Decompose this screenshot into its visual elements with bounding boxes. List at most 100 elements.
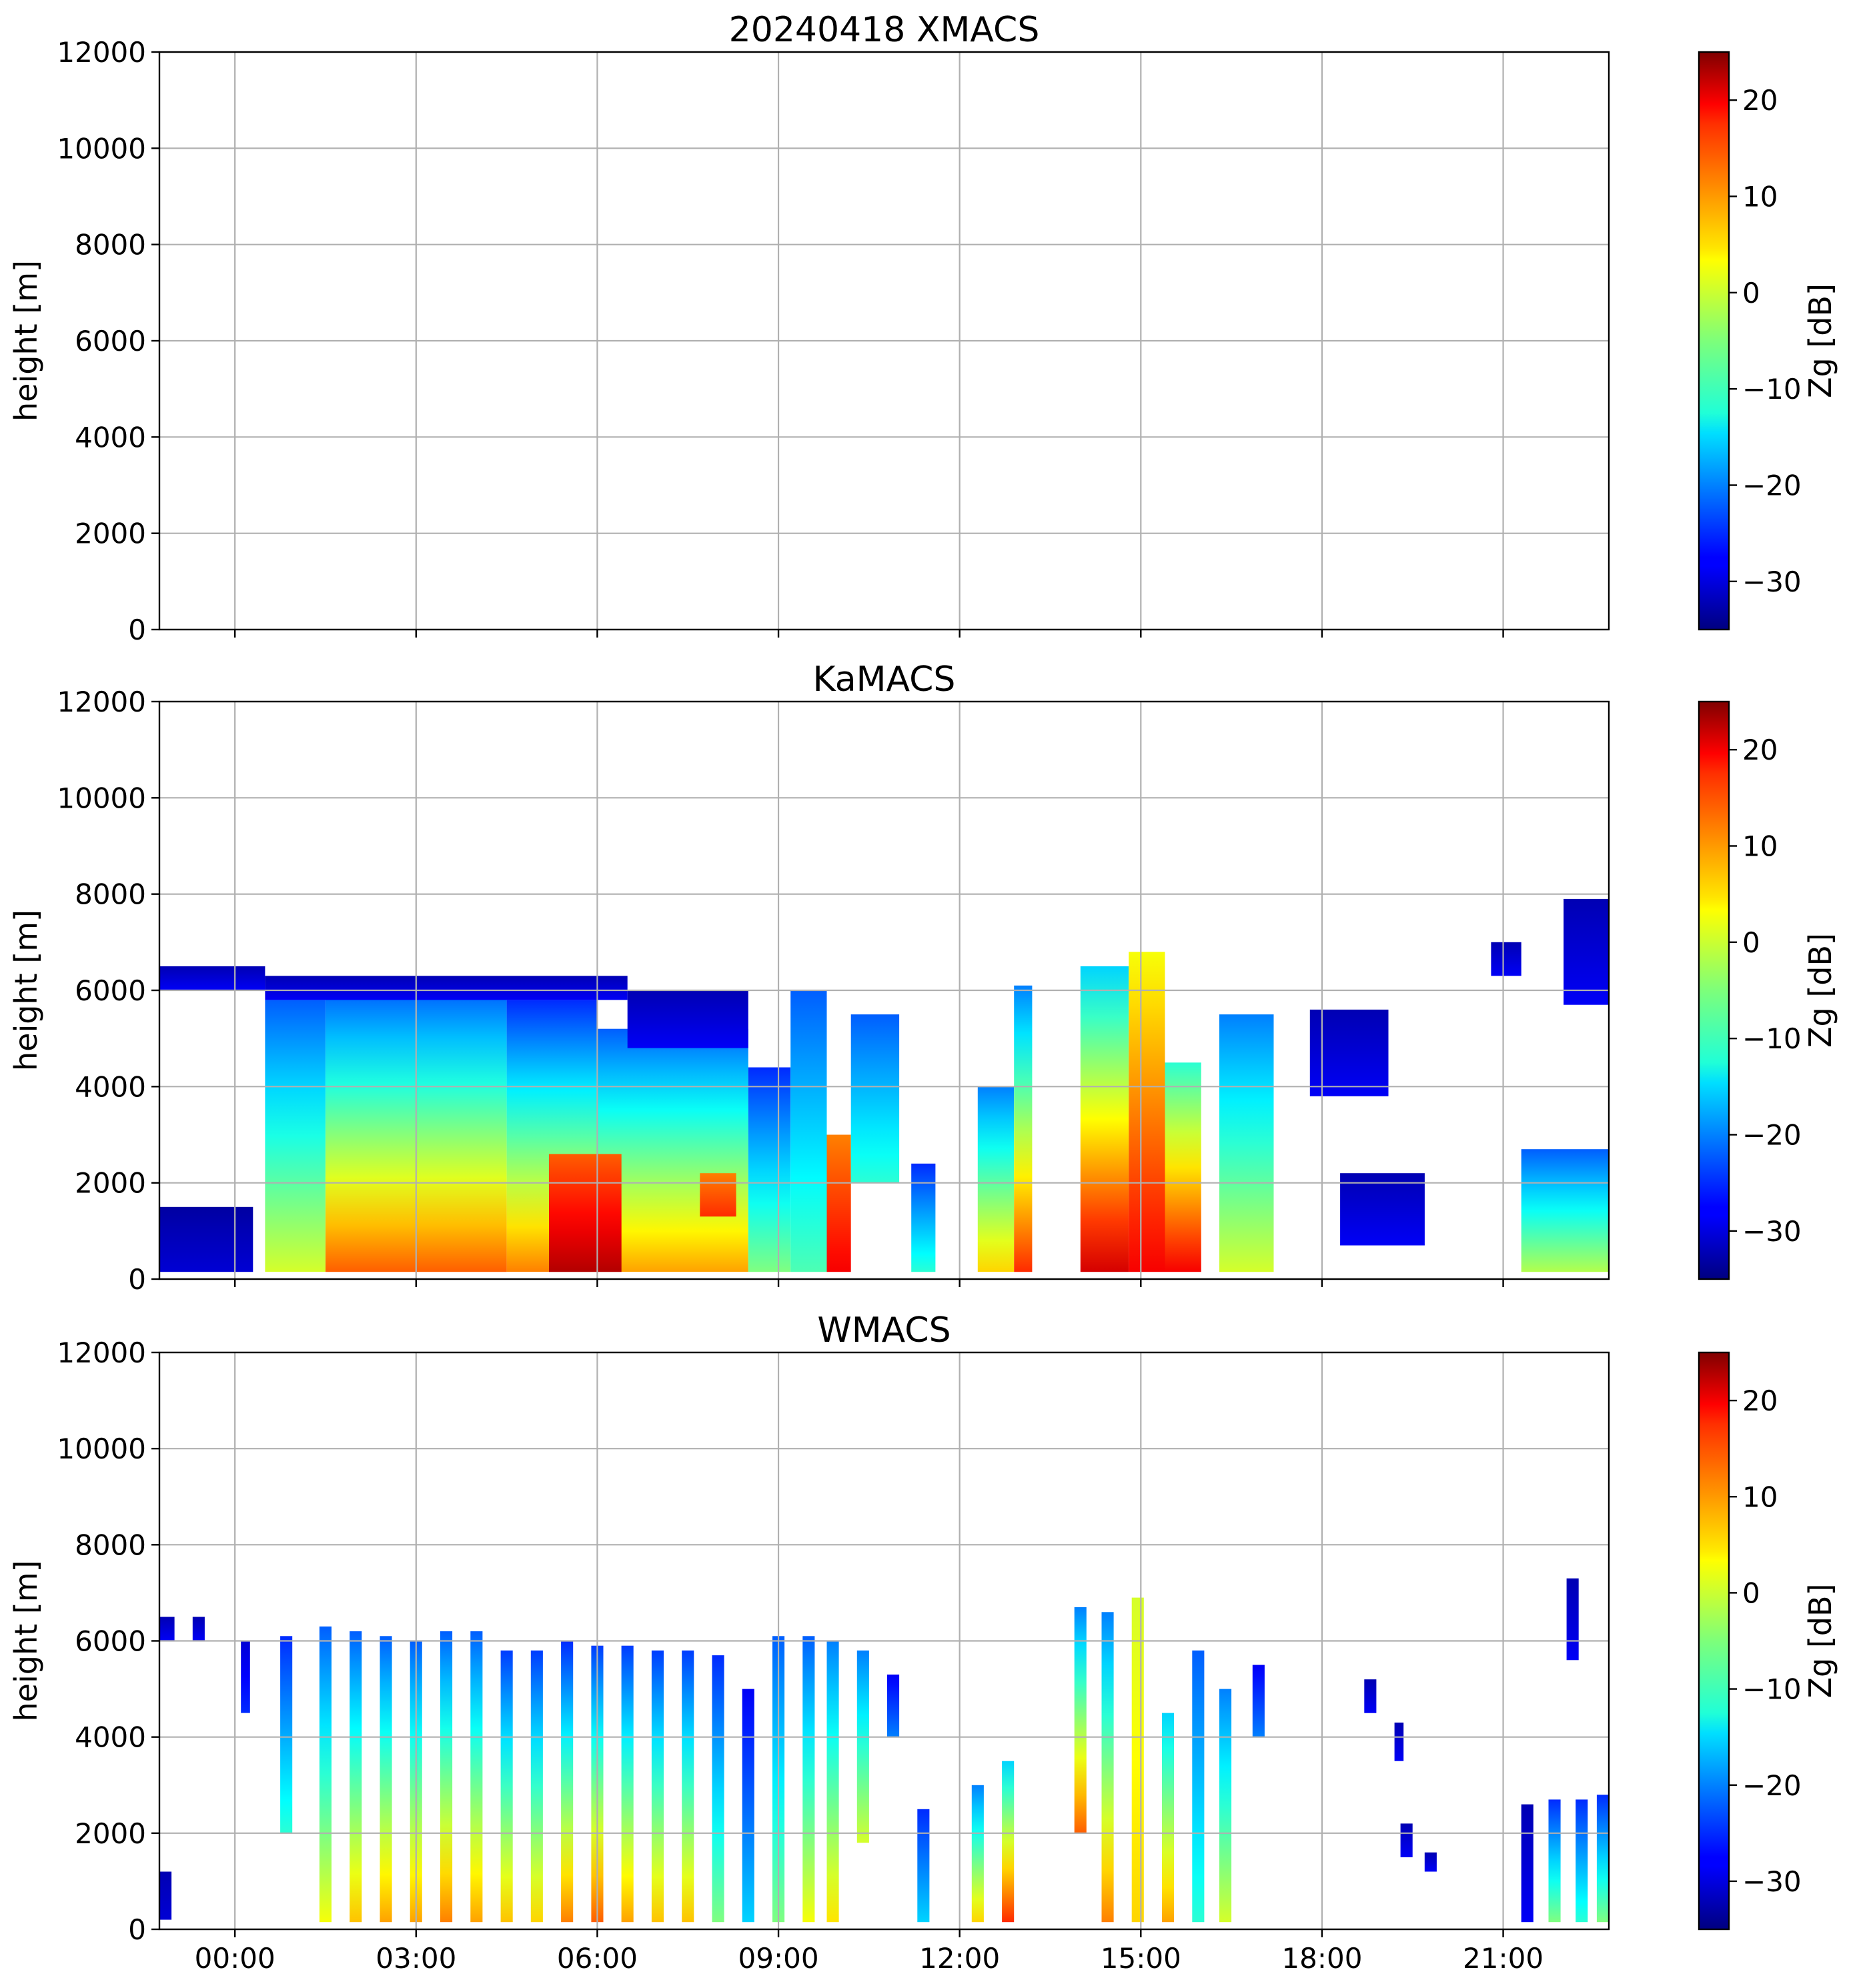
colorbar <box>1699 52 1729 630</box>
echo-region <box>911 1163 936 1272</box>
colorbar-tick-label: 20 <box>1742 734 1778 766</box>
y-tick-label: 10000 <box>57 132 146 165</box>
echo-region <box>917 1809 930 1923</box>
colorbar-label: Zg [dB] <box>1802 283 1838 398</box>
colorbar-tick-label: 0 <box>1742 926 1760 959</box>
colorbar-tick-label: −10 <box>1742 373 1802 405</box>
echo-region <box>1491 942 1521 976</box>
y-tick-label: 2000 <box>75 1817 146 1850</box>
echo-region <box>887 1675 900 1737</box>
echo-region <box>192 1617 205 1641</box>
echo-region <box>790 990 827 1272</box>
echo-region <box>350 1631 362 1923</box>
y-axis-label: height [m] <box>8 1561 44 1722</box>
colorbar-tick-label: −20 <box>1742 469 1802 502</box>
echo-region <box>1192 1650 1205 1923</box>
echo-region <box>1564 898 1609 1005</box>
echo-region <box>265 1000 326 1272</box>
colorbar-tick-label: −10 <box>1742 1673 1802 1706</box>
echo-region <box>159 966 265 990</box>
echo-region <box>159 1871 172 1920</box>
echo-region <box>1424 1852 1437 1872</box>
y-tick-label: 4000 <box>75 1721 146 1754</box>
echo-region <box>380 1636 392 1923</box>
y-tick-label: 0 <box>128 1913 146 1946</box>
y-tick-label: 10000 <box>57 1432 146 1465</box>
y-tick-label: 12000 <box>57 686 146 718</box>
colorbar-tick-label: −30 <box>1742 1865 1802 1898</box>
y-tick-label: 12000 <box>57 1336 146 1369</box>
colorbar <box>1699 702 1729 1279</box>
echo-region <box>1566 1578 1579 1661</box>
colorbar-tick-label: 20 <box>1742 84 1778 117</box>
echo-region <box>742 1689 754 1923</box>
y-tick-label: 10000 <box>57 782 146 814</box>
echo-region <box>700 1173 736 1217</box>
echo-region <box>748 1067 791 1272</box>
echo-region <box>856 1650 869 1843</box>
echo-region <box>265 976 628 1000</box>
echo-region <box>850 1014 900 1183</box>
echo-region <box>1548 1799 1561 1923</box>
echo-region <box>712 1655 724 1923</box>
echo-region <box>802 1636 815 1923</box>
colorbar-tick-label: −30 <box>1742 1215 1802 1248</box>
echo-region <box>159 1617 175 1641</box>
panel-wmacs: 0 2000 4000 6000 8000 10000 12000 00:00 03:00 06:… <box>8 1310 1838 1975</box>
colorbar-tick-label: 10 <box>1742 181 1778 213</box>
y-tick-label: 2000 <box>75 1167 146 1200</box>
echo-region <box>319 1626 332 1923</box>
y-tick-label: 6000 <box>75 974 146 1007</box>
y-axis-label: height [m] <box>8 260 44 421</box>
echo-region <box>1394 1723 1404 1761</box>
x-tick-label: 12:00 <box>919 1942 1000 1975</box>
colorbar-frame <box>1698 700 1730 1280</box>
y-tick-label: 6000 <box>75 325 146 357</box>
colorbar-tick-label: −10 <box>1742 1022 1802 1055</box>
colorbar-label: Zg [dB] <box>1802 933 1838 1048</box>
panel-title: KaMACS <box>813 660 956 700</box>
colorbar-tick-label: 0 <box>1742 277 1760 309</box>
echo-region <box>530 1650 543 1923</box>
colorbar-frame <box>1698 51 1730 631</box>
echo-region <box>971 1785 984 1923</box>
echo-region <box>1002 1761 1015 1923</box>
echo-region <box>1219 1014 1274 1272</box>
x-tick-label: 15:00 <box>1101 1942 1181 1975</box>
y-tick-label: 8000 <box>75 878 146 911</box>
echo-region <box>1309 1009 1389 1096</box>
echo-region <box>1596 1795 1609 1923</box>
x-tick-label: 03:00 <box>376 1942 456 1975</box>
echo-region <box>1131 1597 1144 1923</box>
echo-region <box>561 1641 574 1923</box>
panel-title: 20240418 XMACS <box>729 10 1040 50</box>
echo-region <box>470 1631 483 1923</box>
colorbar-tick-label: −20 <box>1742 1769 1802 1802</box>
colorbar-tick-label: −20 <box>1742 1119 1802 1152</box>
colorbar-tick-label: 10 <box>1742 1480 1778 1513</box>
echo-region <box>682 1650 694 1923</box>
panel-kamacs: 0 2000 4000 6000 8000 10000 12000 height [m] KaM… <box>8 660 1838 1296</box>
echo-region <box>280 1636 293 1833</box>
echo-region <box>627 990 748 1048</box>
x-tick-label: 09:00 <box>738 1942 819 1975</box>
echo-region <box>500 1650 513 1923</box>
echo-region <box>1162 1713 1175 1923</box>
y-tick-label: 4000 <box>75 1070 146 1103</box>
echo-region <box>159 1206 253 1272</box>
echo-region <box>651 1650 664 1923</box>
echo-region <box>1521 1804 1533 1923</box>
y-tick-label: 0 <box>128 614 146 646</box>
echo-region <box>1252 1665 1265 1737</box>
echo-region <box>1080 966 1129 1272</box>
panel-title: WMACS <box>817 1310 951 1350</box>
echo-region <box>1340 1173 1425 1246</box>
echo-region <box>1101 1612 1114 1923</box>
x-tick-label: 18:00 <box>1281 1942 1362 1975</box>
colorbar-tick-label: −30 <box>1742 566 1802 598</box>
echo-region <box>1219 1689 1232 1923</box>
colorbar-tick-label: 20 <box>1742 1384 1778 1417</box>
y-tick-label: 8000 <box>75 229 146 261</box>
x-tick-label: 00:00 <box>195 1942 275 1975</box>
